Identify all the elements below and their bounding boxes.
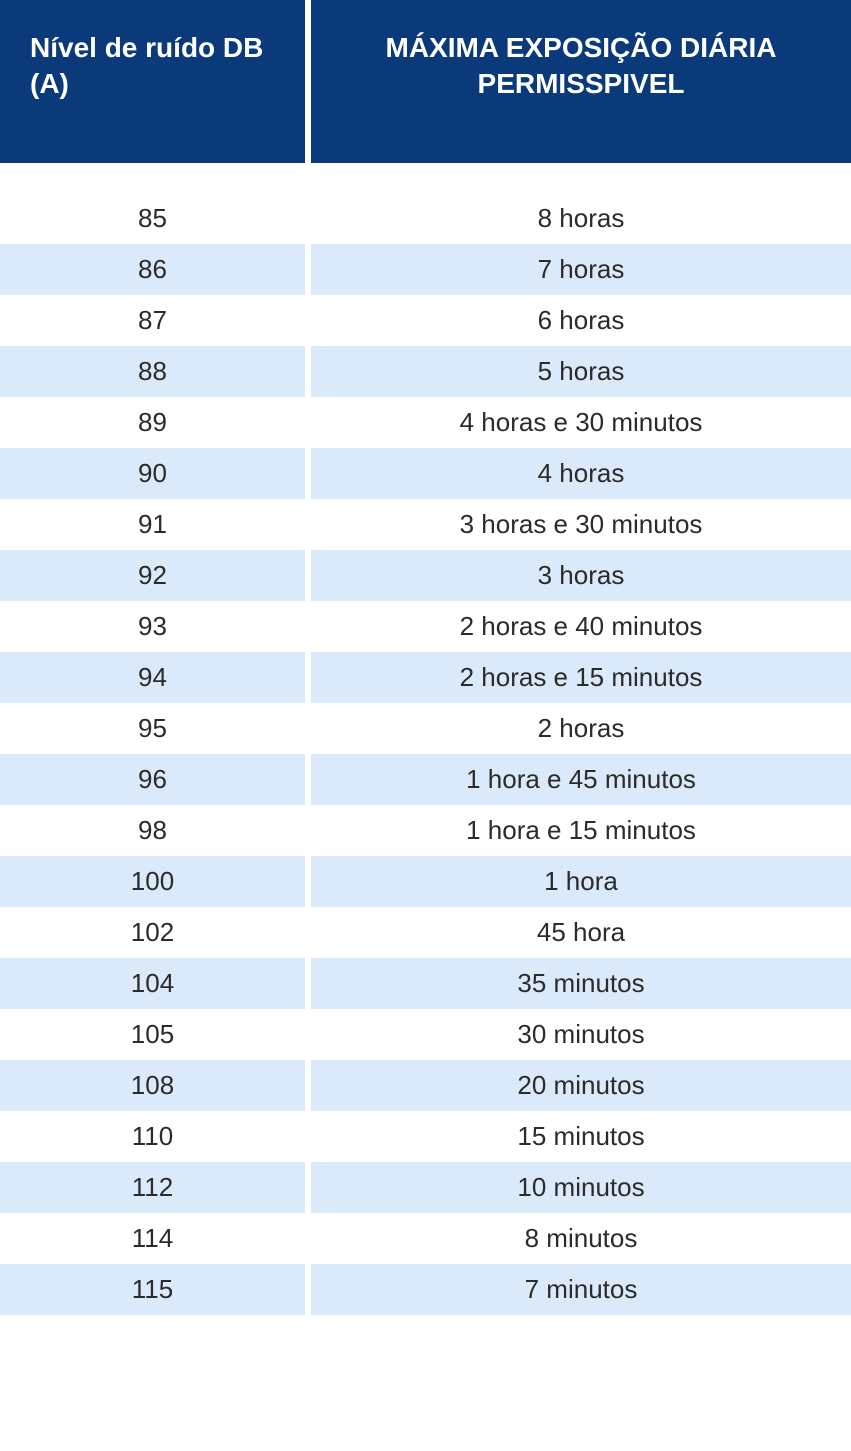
cell-max-exposure: 10 minutos xyxy=(308,1162,851,1213)
table-row: 923 horas xyxy=(0,550,851,601)
table-row: 11015 minutos xyxy=(0,1111,851,1162)
table-row: 932 horas e 40 minutos xyxy=(0,601,851,652)
table-row: 876 horas xyxy=(0,295,851,346)
cell-noise-level: 86 xyxy=(0,244,308,295)
cell-noise-level: 93 xyxy=(0,601,308,652)
table-row: 10820 minutos xyxy=(0,1060,851,1111)
cell-max-exposure: 7 minutos xyxy=(308,1264,851,1315)
cell-max-exposure: 1 hora e 45 minutos xyxy=(308,754,851,805)
table-row: 904 horas xyxy=(0,448,851,499)
cell-noise-level: 98 xyxy=(0,805,308,856)
cell-max-exposure: 8 horas xyxy=(308,193,851,244)
table-row: 1148 minutos xyxy=(0,1213,851,1264)
cell-max-exposure: 8 minutos xyxy=(308,1213,851,1264)
cell-noise-level: 89 xyxy=(0,397,308,448)
cell-noise-level: 105 xyxy=(0,1009,308,1060)
cell-max-exposure: 2 horas xyxy=(308,703,851,754)
cell-max-exposure: 1 hora e 15 minutos xyxy=(308,805,851,856)
cell-max-exposure: 3 horas e 30 minutos xyxy=(308,499,851,550)
table-body: 858 horas 867 horas 876 horas 885 horas … xyxy=(0,193,851,1315)
column-header-noise-level: Nível de ruído DB (A) xyxy=(0,0,308,163)
cell-max-exposure: 1 hora xyxy=(308,856,851,907)
cell-noise-level: 96 xyxy=(0,754,308,805)
table-row: 10435 minutos xyxy=(0,958,851,1009)
header-spacer xyxy=(0,163,851,193)
cell-noise-level: 88 xyxy=(0,346,308,397)
cell-noise-level: 104 xyxy=(0,958,308,1009)
cell-max-exposure: 35 minutos xyxy=(308,958,851,1009)
cell-noise-level: 92 xyxy=(0,550,308,601)
cell-max-exposure: 15 minutos xyxy=(308,1111,851,1162)
cell-max-exposure: 2 horas e 40 minutos xyxy=(308,601,851,652)
cell-noise-level: 112 xyxy=(0,1162,308,1213)
cell-noise-level: 94 xyxy=(0,652,308,703)
table-row: 10530 minutos xyxy=(0,1009,851,1060)
cell-noise-level: 102 xyxy=(0,907,308,958)
cell-noise-level: 85 xyxy=(0,193,308,244)
table-row: 858 horas xyxy=(0,193,851,244)
cell-max-exposure: 3 horas xyxy=(308,550,851,601)
cell-noise-level: 100 xyxy=(0,856,308,907)
table-header-row: Nível de ruído DB (A) MÁXIMA EXPOSIÇÃO D… xyxy=(0,0,851,163)
noise-exposure-table: Nível de ruído DB (A) MÁXIMA EXPOSIÇÃO D… xyxy=(0,0,851,1315)
cell-max-exposure: 30 minutos xyxy=(308,1009,851,1060)
table-row: 867 horas xyxy=(0,244,851,295)
cell-max-exposure: 20 minutos xyxy=(308,1060,851,1111)
table-row: 1157 minutos xyxy=(0,1264,851,1315)
column-header-max-exposure: MÁXIMA EXPOSIÇÃO DIÁRIA PERMISSPIVEL xyxy=(308,0,851,163)
cell-noise-level: 90 xyxy=(0,448,308,499)
cell-max-exposure: 7 horas xyxy=(308,244,851,295)
cell-noise-level: 115 xyxy=(0,1264,308,1315)
cell-max-exposure: 4 horas e 30 minutos xyxy=(308,397,851,448)
table-row: 11210 minutos xyxy=(0,1162,851,1213)
cell-noise-level: 91 xyxy=(0,499,308,550)
table-row: 961 hora e 45 minutos xyxy=(0,754,851,805)
table-row: 981 hora e 15 minutos xyxy=(0,805,851,856)
table-row: 913 horas e 30 minutos xyxy=(0,499,851,550)
table-row: 1001 hora xyxy=(0,856,851,907)
cell-noise-level: 87 xyxy=(0,295,308,346)
table-row: 942 horas e 15 minutos xyxy=(0,652,851,703)
cell-noise-level: 110 xyxy=(0,1111,308,1162)
table-row: 894 horas e 30 minutos xyxy=(0,397,851,448)
cell-noise-level: 108 xyxy=(0,1060,308,1111)
table-row: 885 horas xyxy=(0,346,851,397)
cell-max-exposure: 45 hora xyxy=(308,907,851,958)
cell-max-exposure: 4 horas xyxy=(308,448,851,499)
cell-max-exposure: 5 horas xyxy=(308,346,851,397)
cell-noise-level: 114 xyxy=(0,1213,308,1264)
table-row: 10245 hora xyxy=(0,907,851,958)
table-row: 952 horas xyxy=(0,703,851,754)
cell-noise-level: 95 xyxy=(0,703,308,754)
cell-max-exposure: 6 horas xyxy=(308,295,851,346)
cell-max-exposure: 2 horas e 15 minutos xyxy=(308,652,851,703)
